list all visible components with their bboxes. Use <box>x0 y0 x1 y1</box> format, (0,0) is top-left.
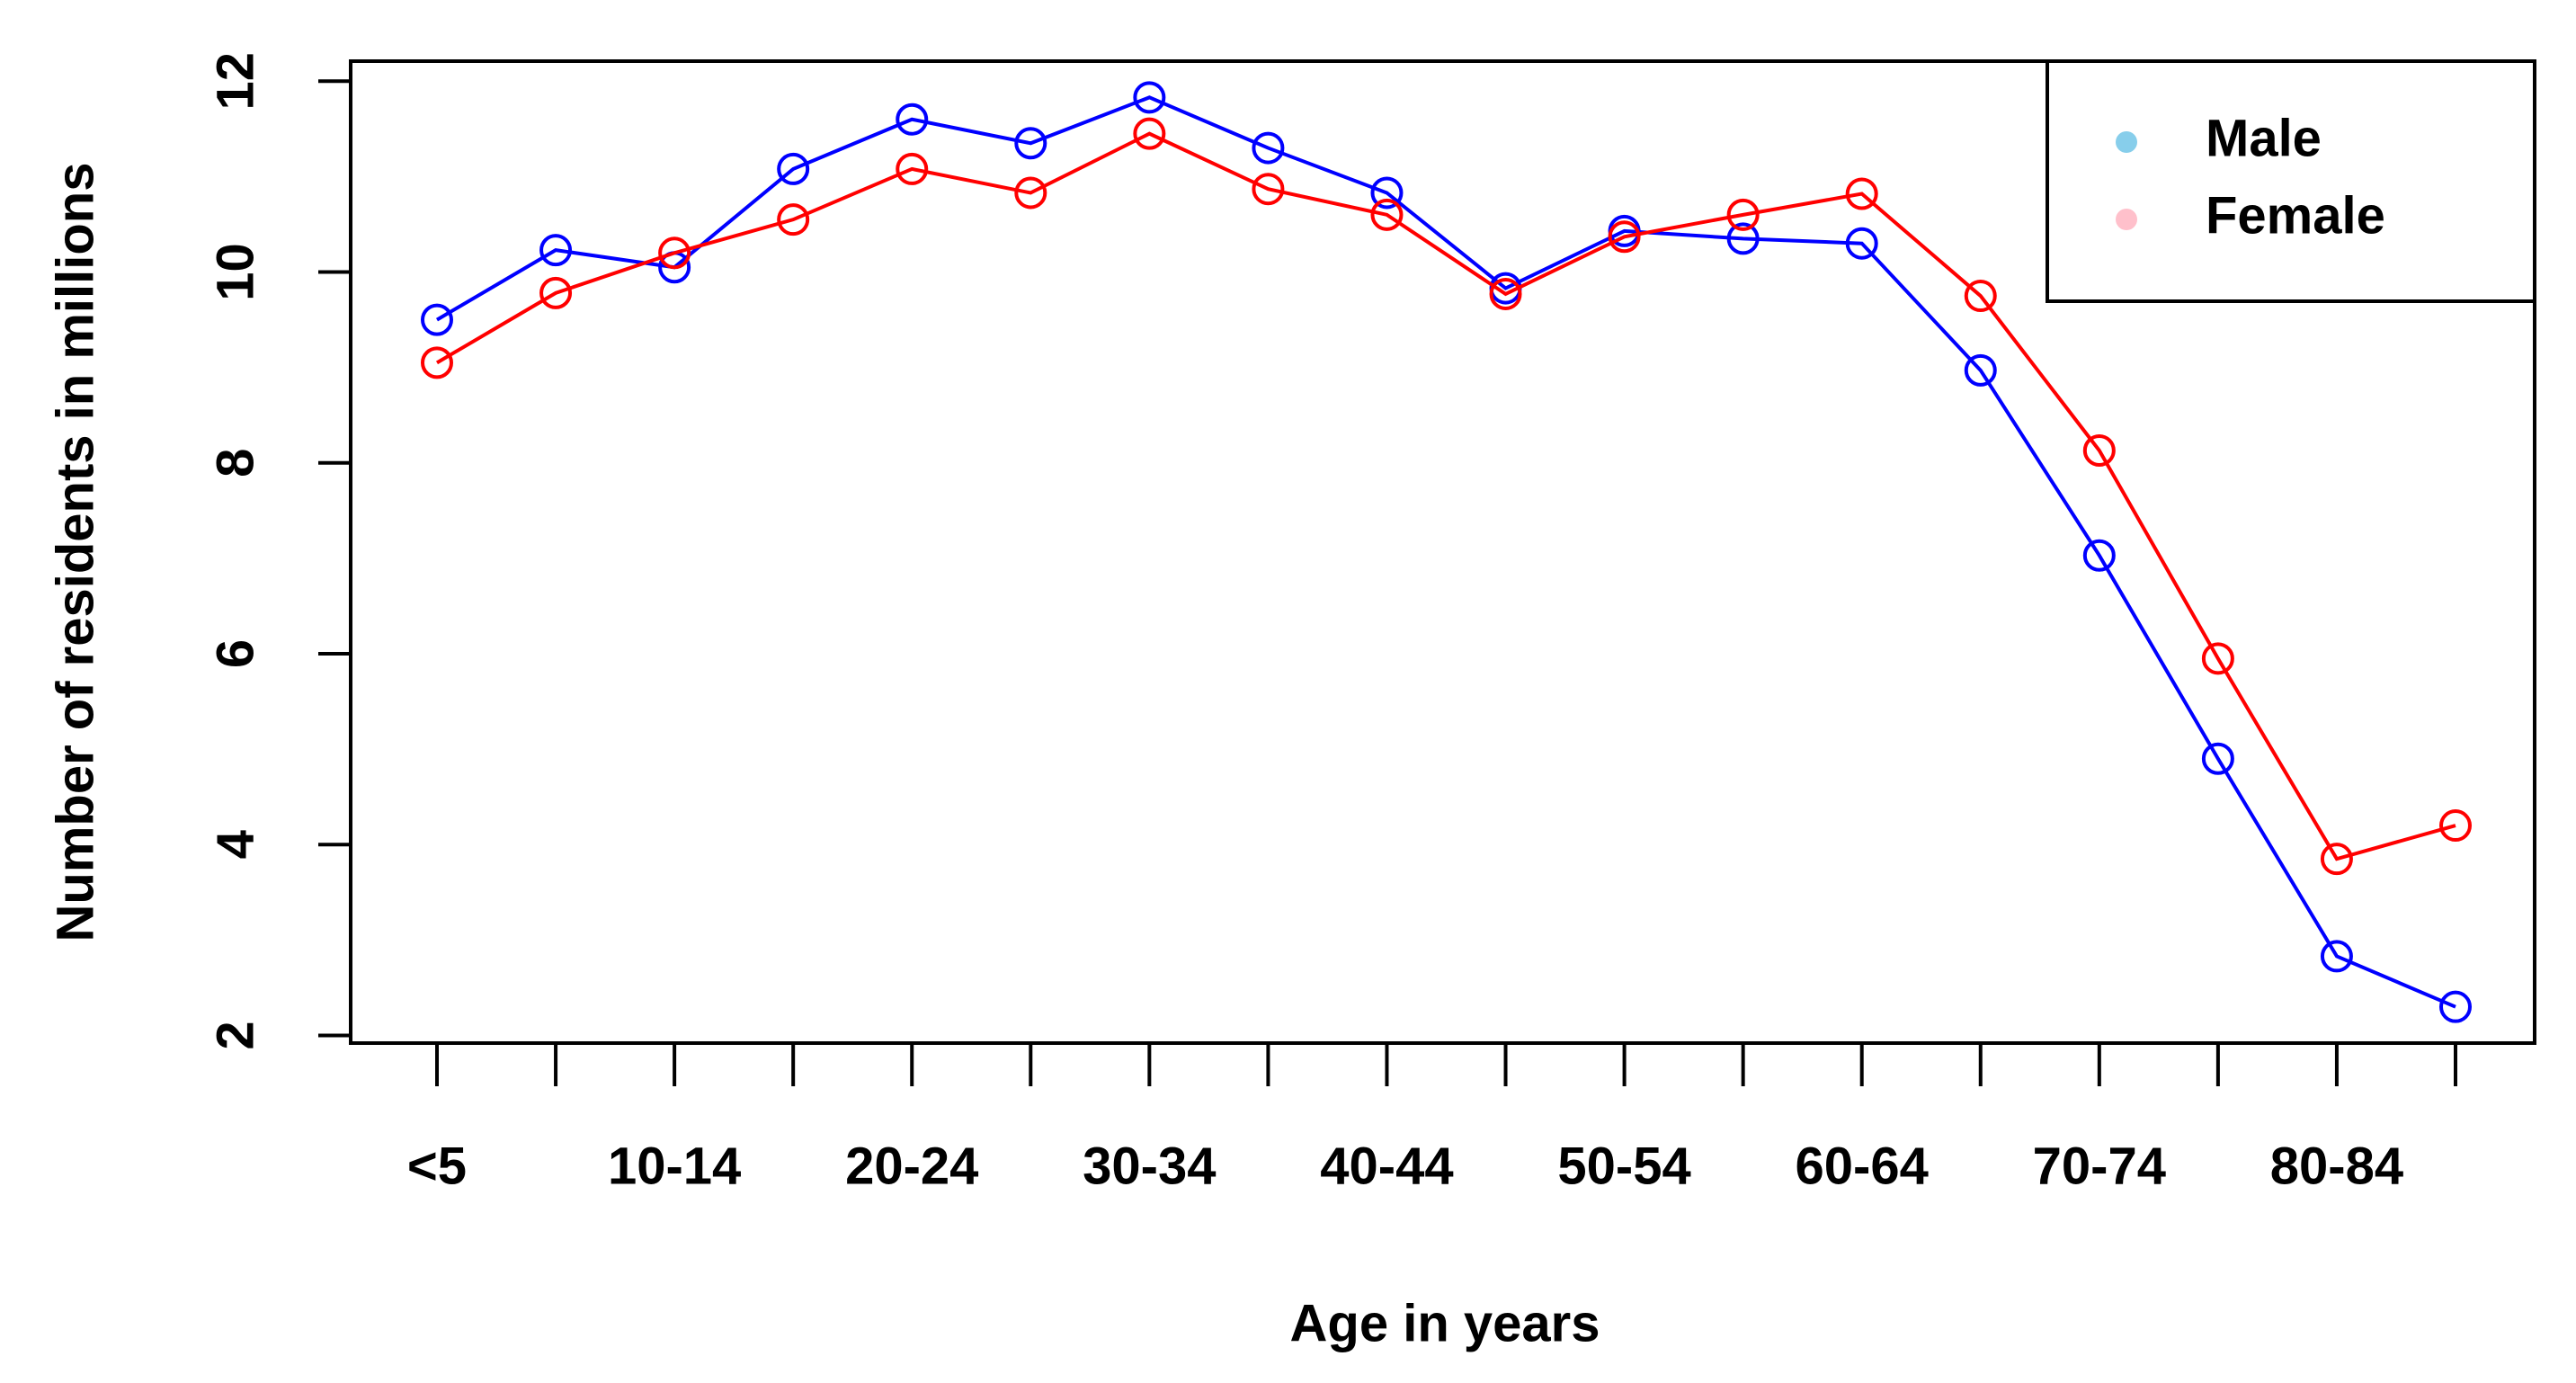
data-point <box>1845 227 1878 260</box>
data-point <box>539 276 573 309</box>
legend-marker <box>2116 131 2137 153</box>
legend-box <box>2046 59 2536 303</box>
y-tick-label: 4 <box>206 830 264 859</box>
data-point <box>1489 277 1522 310</box>
x-tick-label: 30-34 <box>1083 1137 1216 1195</box>
data-point <box>1014 176 1047 210</box>
data-point <box>1370 176 1404 210</box>
data-point <box>1014 127 1047 160</box>
y-tick-label: 2 <box>206 1021 264 1049</box>
data-point <box>2201 642 2234 675</box>
data-point <box>1726 222 1760 255</box>
data-point <box>539 234 573 267</box>
data-point <box>2320 843 2353 876</box>
data-point <box>1964 353 1997 387</box>
data-point <box>2439 809 2472 843</box>
x-tick-label: 10-14 <box>608 1137 741 1195</box>
x-tick-label: 70-74 <box>2033 1137 2166 1195</box>
x-tick-label: 20-24 <box>845 1137 978 1195</box>
data-point <box>777 152 810 185</box>
data-point <box>1133 81 1166 114</box>
data-point <box>1845 177 1878 210</box>
data-point <box>421 346 453 379</box>
data-point <box>1370 198 1404 231</box>
x-axis-title: Age in years <box>1290 1294 1600 1352</box>
series-line <box>435 131 2456 861</box>
y-tick-label: 8 <box>206 449 264 477</box>
y-tick-label: 10 <box>206 243 264 301</box>
x-tick-label: <5 <box>407 1137 467 1195</box>
y-tick-label: 6 <box>206 639 264 668</box>
data-point <box>2320 940 2353 973</box>
data-point <box>777 203 810 236</box>
x-tick-label: 60-64 <box>1796 1137 1929 1195</box>
data-point <box>1964 280 1997 313</box>
y-tick-label: 12 <box>206 52 264 111</box>
data-point <box>658 236 691 270</box>
legend-label: Male <box>2206 109 2322 167</box>
legend-label: Female <box>2206 186 2385 245</box>
data-point <box>1252 173 1285 206</box>
data-point <box>2082 433 2116 467</box>
x-tick-label: 80-84 <box>2270 1137 2403 1195</box>
data-point <box>1133 117 1166 150</box>
data-point <box>1608 220 1641 254</box>
series-line <box>435 95 2456 1009</box>
data-point <box>2201 742 2234 775</box>
data-point <box>421 303 453 336</box>
y-axis-title: Number of residents in millions <box>46 163 104 942</box>
data-point <box>2082 539 2116 572</box>
data-point <box>896 152 929 185</box>
data-point <box>1252 131 1285 165</box>
data-point <box>896 103 929 136</box>
x-tick-label: 50-54 <box>1557 1137 1690 1195</box>
legend-marker <box>2116 209 2137 230</box>
data-point <box>1726 198 1760 231</box>
x-tick-label: 40-44 <box>1320 1137 1453 1195</box>
data-point <box>2439 990 2472 1023</box>
